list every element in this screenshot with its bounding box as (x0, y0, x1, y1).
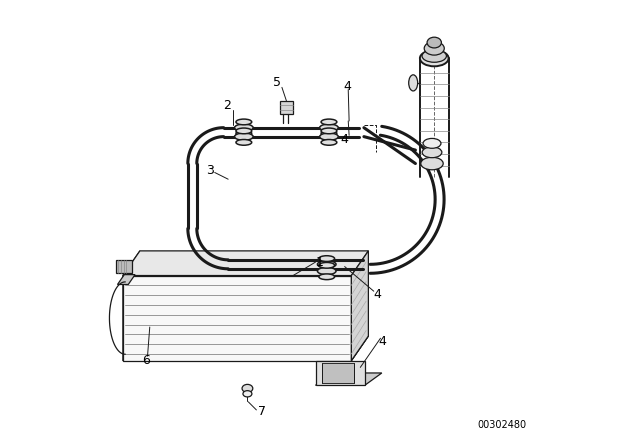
Ellipse shape (409, 75, 418, 91)
Polygon shape (116, 260, 132, 273)
Ellipse shape (321, 119, 337, 125)
Polygon shape (123, 276, 351, 361)
Ellipse shape (234, 124, 253, 131)
Ellipse shape (234, 133, 253, 140)
Ellipse shape (317, 267, 336, 275)
Ellipse shape (321, 139, 337, 145)
Polygon shape (123, 251, 140, 361)
Ellipse shape (319, 256, 335, 262)
Ellipse shape (319, 267, 335, 273)
Polygon shape (118, 275, 135, 284)
Ellipse shape (319, 124, 339, 131)
Polygon shape (316, 361, 365, 385)
Ellipse shape (422, 50, 447, 62)
Text: 00302480: 00302480 (477, 420, 526, 430)
Text: 4: 4 (340, 133, 349, 146)
Text: 7: 7 (258, 405, 266, 418)
Polygon shape (351, 251, 369, 361)
Ellipse shape (421, 157, 444, 170)
Ellipse shape (427, 37, 442, 48)
Text: 2: 2 (223, 99, 231, 112)
Ellipse shape (236, 139, 252, 145)
Polygon shape (323, 363, 353, 383)
Ellipse shape (423, 138, 441, 148)
Polygon shape (280, 101, 293, 114)
Ellipse shape (321, 130, 337, 136)
Text: 5: 5 (273, 76, 282, 90)
Ellipse shape (236, 130, 252, 136)
Ellipse shape (319, 263, 335, 268)
Ellipse shape (321, 128, 337, 134)
Ellipse shape (424, 42, 444, 55)
Ellipse shape (422, 147, 442, 158)
Ellipse shape (236, 128, 252, 134)
Text: 4: 4 (373, 288, 381, 301)
Text: 4: 4 (378, 335, 386, 348)
Ellipse shape (242, 384, 253, 392)
Ellipse shape (243, 391, 252, 397)
Polygon shape (123, 251, 369, 276)
Polygon shape (351, 251, 369, 361)
Ellipse shape (319, 133, 339, 140)
Text: 4: 4 (344, 79, 352, 93)
Ellipse shape (236, 119, 252, 125)
Ellipse shape (317, 261, 336, 268)
Text: 6: 6 (142, 354, 150, 367)
Text: 3: 3 (206, 164, 214, 177)
Polygon shape (316, 373, 382, 385)
Polygon shape (123, 336, 369, 361)
Ellipse shape (319, 274, 335, 280)
Ellipse shape (420, 50, 449, 66)
Text: 1: 1 (316, 255, 324, 269)
